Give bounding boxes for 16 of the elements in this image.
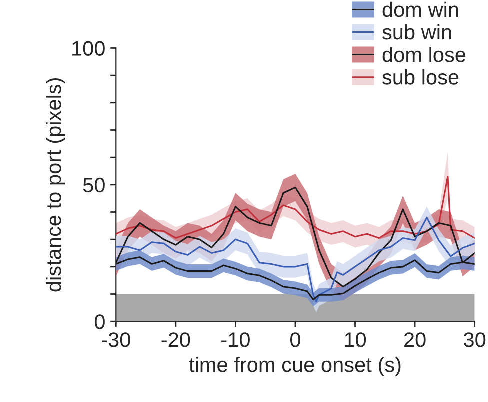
y-axis-title: distance to port (pixels) [46,78,66,292]
x-axis-title: time from cue onset (s) [189,356,401,376]
x-tick-label: -10 [222,332,250,348]
x-tick-label: 20 [404,332,426,348]
legend-label: dom lose [382,46,466,62]
legend-label: sub lose [382,70,459,85]
x-tick-label: -30 [102,332,130,348]
y-tick-label: 50 [83,178,105,193]
x-tick-label: -20 [162,332,190,348]
x-tick-label: 10 [345,332,366,348]
y-tick-label: 0 [94,314,105,330]
y-tick-label: 100 [72,41,105,56]
x-tick-label: 0 [290,332,300,348]
legend-label: sub win [382,24,452,40]
x-tick-label: 30 [464,332,486,348]
legend-label: dom win [382,2,458,18]
